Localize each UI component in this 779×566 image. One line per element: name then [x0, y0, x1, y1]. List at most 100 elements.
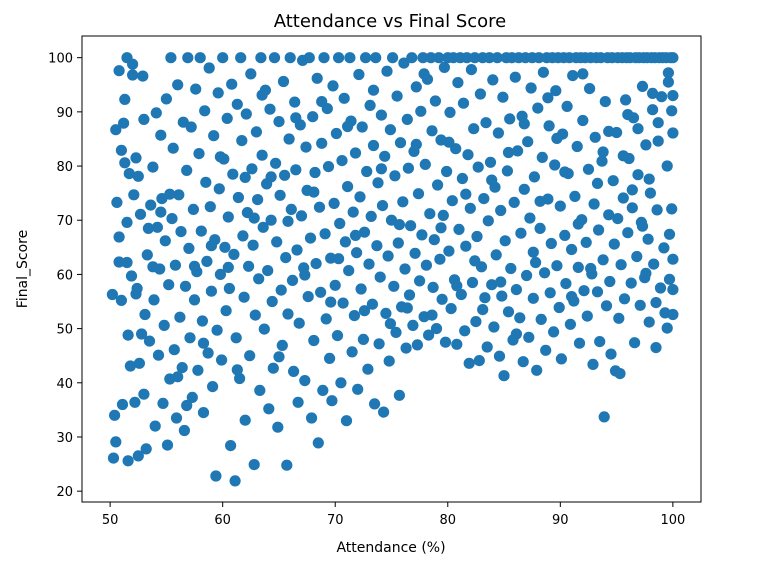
data-point [358, 305, 371, 317]
data-point [306, 412, 318, 424]
data-point [569, 190, 581, 202]
data-point [371, 240, 383, 252]
data-point [362, 363, 374, 375]
data-point [438, 61, 450, 73]
data-point [111, 196, 123, 208]
data-point [555, 353, 568, 365]
data-point [125, 270, 138, 282]
data-point [256, 149, 268, 161]
data-point [435, 222, 447, 234]
data-point [515, 227, 527, 239]
data-point [461, 52, 473, 64]
y-axis-label: Final_Score [15, 230, 31, 308]
data-point [173, 189, 185, 201]
data-point [184, 332, 196, 344]
data-point [221, 112, 233, 124]
data-point [275, 284, 287, 296]
data-point [631, 250, 643, 263]
data-point [599, 96, 611, 108]
data-point [313, 201, 326, 213]
data-point [222, 211, 234, 223]
data-point [228, 248, 240, 260]
data-point [285, 203, 297, 215]
data-point [202, 347, 214, 359]
data-point [667, 90, 679, 102]
data-point [661, 322, 673, 334]
data-point [243, 260, 255, 272]
data-point [320, 313, 332, 325]
data-point [498, 370, 510, 382]
data-point [608, 238, 620, 250]
data-point [392, 237, 404, 249]
data-point [150, 107, 162, 119]
data-point [239, 414, 251, 426]
data-point [409, 247, 421, 259]
data-point [436, 293, 448, 305]
data-point [374, 271, 386, 283]
data-point [443, 136, 455, 148]
data-point [138, 388, 150, 400]
data-point [179, 280, 192, 292]
data-point [415, 105, 427, 117]
data-point [468, 123, 480, 135]
data-point [291, 244, 303, 256]
data-point [203, 62, 215, 74]
data-point [312, 437, 324, 449]
data-point [545, 237, 557, 250]
data-point [597, 146, 609, 158]
data-point [486, 279, 498, 291]
data-point [543, 120, 555, 132]
data-point [626, 184, 638, 196]
data-point [256, 89, 268, 101]
data-point [137, 70, 149, 82]
data-point [585, 262, 597, 275]
data-point [625, 277, 637, 289]
data-point [363, 258, 375, 270]
data-point [204, 201, 216, 213]
data-point [328, 197, 340, 209]
data-point [661, 160, 673, 172]
data-point [605, 348, 617, 360]
data-point [469, 255, 481, 267]
data-point [663, 273, 676, 285]
data-point [369, 398, 381, 410]
data-point [205, 285, 217, 297]
y-tick-label: 20 [56, 485, 73, 500]
data-point [276, 339, 288, 351]
data-point [141, 249, 153, 261]
data-point [518, 118, 530, 130]
data-point [437, 209, 449, 221]
data-point [223, 282, 235, 295]
data-point [216, 354, 228, 366]
data-point [304, 232, 317, 244]
data-point [211, 324, 223, 336]
data-point [121, 216, 133, 228]
data-point [572, 218, 584, 230]
data-point [642, 233, 654, 245]
data-point [667, 308, 679, 321]
data-point [277, 75, 290, 88]
data-point [340, 415, 353, 427]
data-point [235, 52, 247, 64]
data-point [213, 183, 225, 195]
data-point [433, 52, 445, 64]
data-point [495, 204, 507, 217]
plot-frame [81, 35, 702, 503]
data-point [352, 383, 364, 395]
data-point [379, 150, 391, 162]
data-point [361, 165, 373, 178]
data-point [214, 151, 226, 163]
data-point [279, 169, 291, 181]
data-point [490, 249, 502, 261]
data-point [293, 317, 305, 329]
data-point [143, 335, 156, 347]
data-point [326, 395, 338, 407]
data-point [338, 92, 350, 104]
data-point [593, 224, 605, 236]
data-point [581, 310, 593, 322]
data-point [551, 132, 563, 144]
data-point [347, 206, 359, 218]
data-point [561, 100, 573, 112]
data-point [571, 140, 583, 153]
data-point [138, 113, 150, 125]
